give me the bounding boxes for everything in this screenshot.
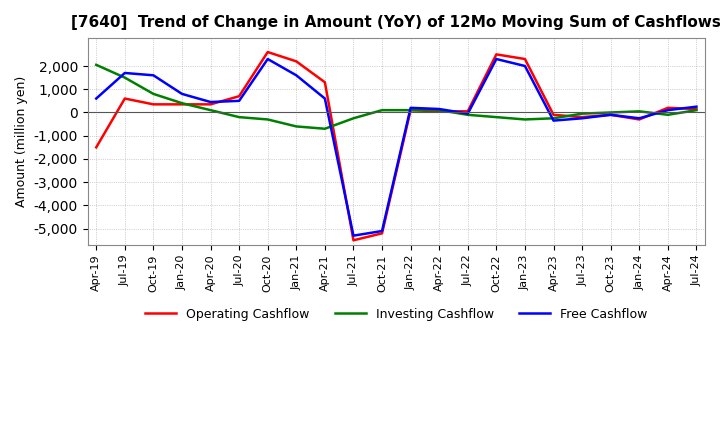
- Investing Cashflow: [635, 109, 644, 114]
- Operating Cashflow: [464, 109, 472, 114]
- Operating Cashflow: [549, 112, 558, 117]
- Free Cashflow: [521, 63, 529, 69]
- Y-axis label: Amount (million yen): Amount (million yen): [15, 76, 28, 207]
- Operating Cashflow: [120, 96, 129, 101]
- Free Cashflow: [406, 105, 415, 110]
- Line: Operating Cashflow: Operating Cashflow: [96, 52, 696, 240]
- Investing Cashflow: [606, 110, 615, 115]
- Free Cashflow: [435, 106, 444, 112]
- Free Cashflow: [635, 116, 644, 121]
- Investing Cashflow: [406, 107, 415, 113]
- Investing Cashflow: [664, 112, 672, 117]
- Operating Cashflow: [235, 94, 243, 99]
- Free Cashflow: [92, 96, 101, 101]
- Free Cashflow: [206, 99, 215, 105]
- Investing Cashflow: [206, 107, 215, 113]
- Investing Cashflow: [521, 117, 529, 122]
- Free Cashflow: [692, 104, 701, 109]
- Investing Cashflow: [292, 124, 301, 129]
- Free Cashflow: [235, 98, 243, 103]
- Operating Cashflow: [292, 59, 301, 64]
- Investing Cashflow: [235, 114, 243, 120]
- Line: Investing Cashflow: Investing Cashflow: [96, 65, 696, 129]
- Operating Cashflow: [492, 52, 500, 57]
- Investing Cashflow: [492, 114, 500, 120]
- Free Cashflow: [492, 56, 500, 62]
- Title: [7640]  Trend of Change in Amount (YoY) of 12Mo Moving Sum of Cashflows: [7640] Trend of Change in Amount (YoY) o…: [71, 15, 720, 30]
- Operating Cashflow: [206, 102, 215, 107]
- Operating Cashflow: [664, 105, 672, 110]
- Investing Cashflow: [120, 75, 129, 80]
- Investing Cashflow: [435, 107, 444, 113]
- Operating Cashflow: [178, 102, 186, 107]
- Operating Cashflow: [606, 112, 615, 117]
- Investing Cashflow: [178, 101, 186, 106]
- Free Cashflow: [292, 73, 301, 78]
- Investing Cashflow: [320, 126, 329, 132]
- Operating Cashflow: [378, 231, 387, 236]
- Operating Cashflow: [264, 49, 272, 55]
- Operating Cashflow: [521, 56, 529, 62]
- Investing Cashflow: [149, 91, 158, 96]
- Operating Cashflow: [149, 102, 158, 107]
- Line: Free Cashflow: Free Cashflow: [96, 59, 696, 236]
- Operating Cashflow: [349, 238, 358, 243]
- Free Cashflow: [178, 91, 186, 96]
- Free Cashflow: [664, 107, 672, 113]
- Investing Cashflow: [378, 107, 387, 113]
- Legend: Operating Cashflow, Investing Cashflow, Free Cashflow: Operating Cashflow, Investing Cashflow, …: [140, 303, 652, 326]
- Free Cashflow: [149, 73, 158, 78]
- Operating Cashflow: [92, 145, 101, 150]
- Free Cashflow: [349, 233, 358, 238]
- Free Cashflow: [320, 96, 329, 101]
- Investing Cashflow: [577, 111, 586, 116]
- Operating Cashflow: [577, 114, 586, 120]
- Free Cashflow: [606, 112, 615, 117]
- Free Cashflow: [264, 56, 272, 62]
- Free Cashflow: [549, 118, 558, 123]
- Operating Cashflow: [435, 109, 444, 114]
- Operating Cashflow: [635, 117, 644, 122]
- Investing Cashflow: [549, 116, 558, 121]
- Free Cashflow: [378, 228, 387, 234]
- Operating Cashflow: [692, 106, 701, 112]
- Investing Cashflow: [692, 107, 701, 113]
- Investing Cashflow: [264, 117, 272, 122]
- Free Cashflow: [464, 111, 472, 116]
- Free Cashflow: [120, 70, 129, 76]
- Investing Cashflow: [349, 116, 358, 121]
- Free Cashflow: [577, 116, 586, 121]
- Operating Cashflow: [406, 107, 415, 113]
- Operating Cashflow: [320, 80, 329, 85]
- Investing Cashflow: [464, 112, 472, 117]
- Investing Cashflow: [92, 62, 101, 67]
